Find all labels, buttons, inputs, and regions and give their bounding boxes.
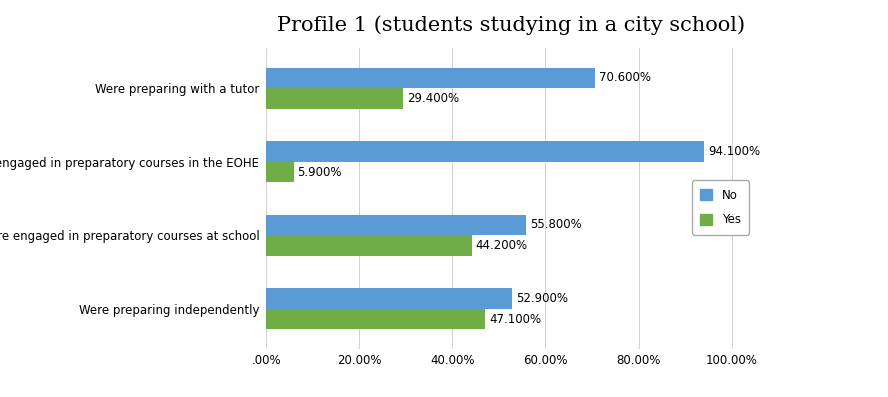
Text: 70.600%: 70.600%	[599, 71, 651, 84]
Text: 94.100%: 94.100%	[708, 145, 760, 158]
Title: Profile 1 (students studying in a city school): Profile 1 (students studying in a city s…	[276, 15, 745, 35]
Text: 44.200%: 44.200%	[476, 239, 527, 252]
Bar	[266, 67, 595, 88]
Bar	[266, 309, 486, 330]
Legend: No, Yes: No, Yes	[692, 180, 749, 235]
Text: 52.900%: 52.900%	[516, 292, 568, 305]
Text: 5.900%: 5.900%	[297, 166, 342, 179]
Bar	[266, 88, 403, 109]
Bar	[266, 162, 294, 182]
Text: 29.400%: 29.400%	[407, 92, 459, 105]
Bar	[266, 235, 472, 256]
Bar	[266, 215, 526, 235]
Bar	[266, 288, 512, 309]
Text: 47.100%: 47.100%	[489, 313, 542, 326]
Bar	[266, 141, 704, 162]
Text: 55.800%: 55.800%	[529, 218, 582, 231]
